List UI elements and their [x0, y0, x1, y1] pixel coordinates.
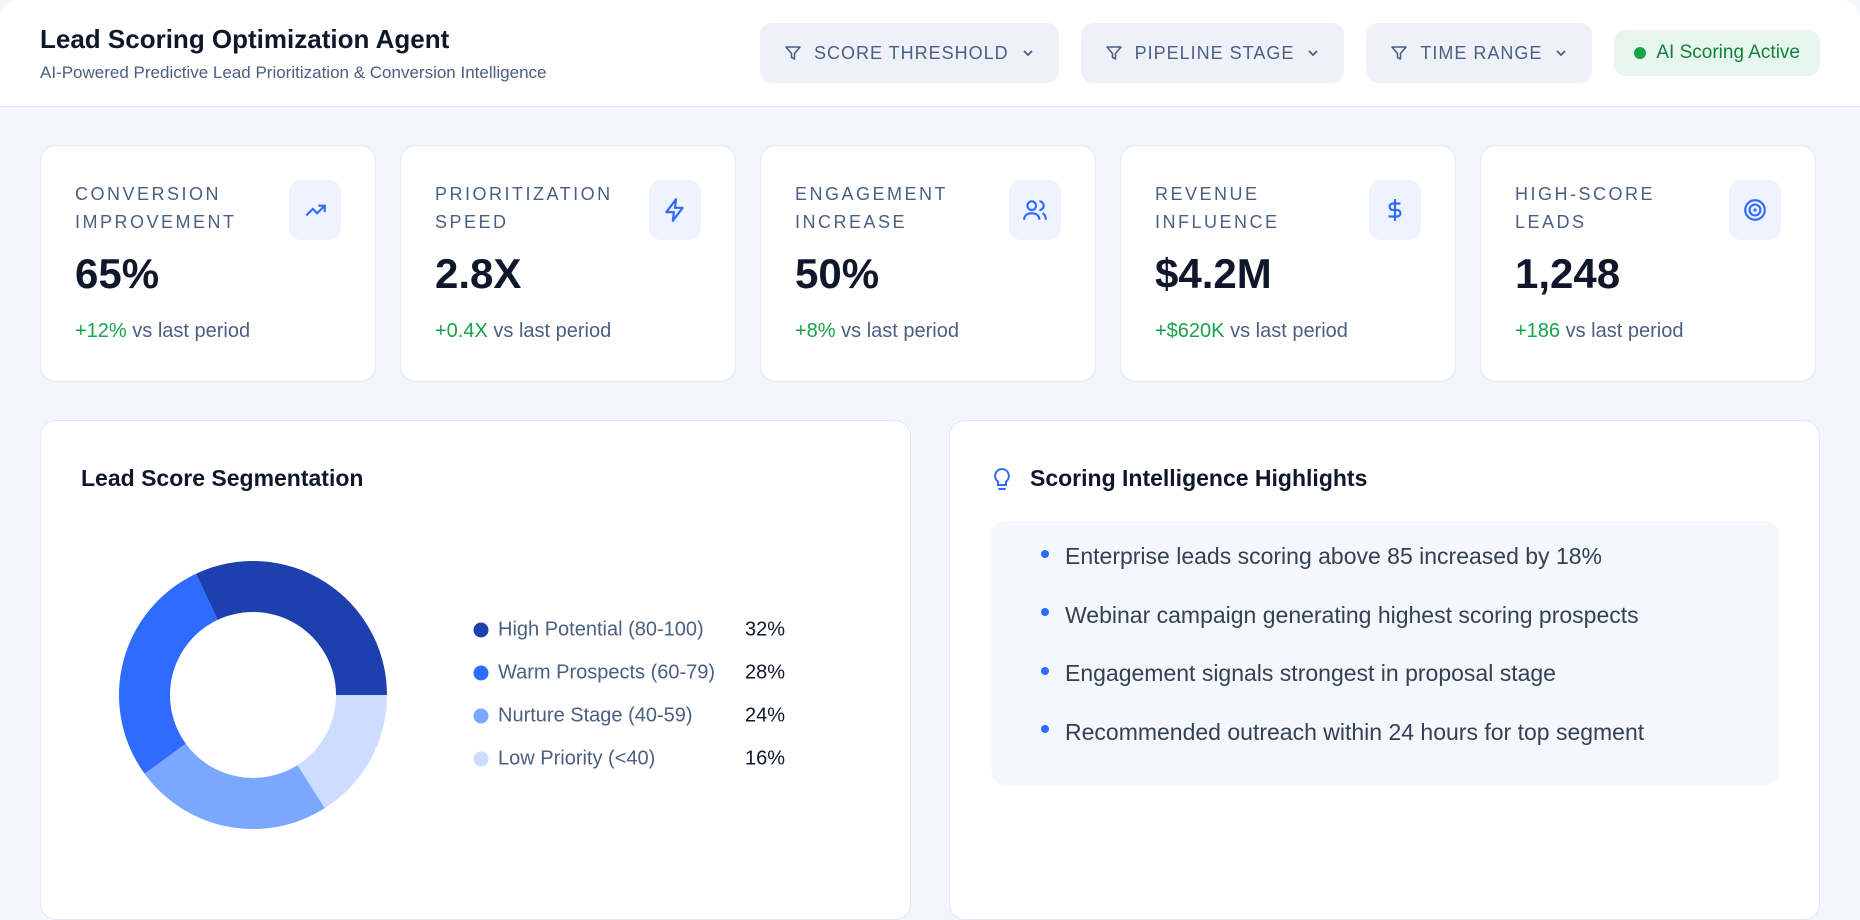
delta-value: +12%: [75, 320, 127, 342]
bullet: [1041, 666, 1049, 675]
kpi-value: 1,248: [1515, 250, 1621, 297]
delta-suffix: vs last period: [1565, 320, 1684, 342]
bullet: [1041, 725, 1049, 733]
filter-label: PIPELINE STAGE: [1134, 42, 1295, 63]
panels: Lead Score Segmentation High Potential (…: [0, 382, 1860, 920]
legend-dot: [473, 665, 489, 681]
status-label: AI Scoring Active: [1656, 42, 1800, 63]
kpi-icon: [649, 180, 701, 240]
kpi-card: REVENUE INFLUENCE $4.2M +$620K vs last per…: [1120, 145, 1456, 382]
donut-segment: [297, 695, 387, 809]
kpi-delta: +$620K vs last period: [1155, 320, 1421, 343]
donut-segment: [119, 573, 218, 774]
kpi-row: CONVERSION IMPROVEMENT 65% +12% vs last pe…: [0, 107, 1860, 382]
chevron: [1556, 50, 1567, 57]
highlight-item: Recommended outreach within 24 hours for…: [1041, 719, 1644, 746]
filter-icon: [785, 46, 801, 60]
kpi-delta: +186 vs last period: [1515, 320, 1781, 343]
kpi-value: 50%: [795, 250, 880, 297]
kpi-value: 65%: [75, 250, 160, 297]
status-badge: AI Scoring Active: [1614, 30, 1820, 76]
bullet: [1041, 549, 1049, 558]
kpi-value: 2.8X: [435, 250, 522, 297]
highlights-box: Enterprise leads scoring above 85 increa…: [991, 521, 1779, 785]
icon: [1388, 199, 1402, 221]
header: Lead Scoring Optimization Agent AI-Power…: [0, 0, 1860, 107]
kpi-delta: +0.4X vs last period: [435, 320, 701, 343]
subtitle: AI-Powered Predictive Lead Prioritizatio…: [40, 62, 547, 82]
legend-value: 32%: [745, 618, 785, 640]
bulb-icon: [994, 467, 1010, 490]
filter-label: TIME RANGE: [1420, 42, 1543, 63]
kpi-icon: [1369, 180, 1421, 240]
legend-value: 24%: [745, 704, 785, 726]
kpi-label: PRIORITIZATION SPEED: [435, 184, 613, 232]
chevron: [1023, 50, 1033, 57]
panel-title: Lead Score Segmentation: [81, 465, 364, 491]
icon: [665, 198, 684, 222]
kpi-card: ENGAGEMENT INCREASE 50% +8% vs last period: [760, 145, 1096, 382]
segmentation-panel: Lead Score Segmentation High Potential (…: [40, 420, 911, 920]
donut-chart: High Potential (80-100) 32% Warm Prospects…: [119, 561, 785, 829]
bullet: [1041, 608, 1049, 616]
legend-value: 16%: [745, 747, 785, 769]
kpi-label: HIGH-SCORE LEADS: [1515, 184, 1656, 232]
delta-value: +$620K: [1155, 320, 1225, 342]
legend-value: 28%: [745, 661, 785, 683]
delta-value: +8%: [795, 320, 836, 342]
kpi-delta: +8% vs last period: [795, 320, 1061, 343]
highlight-item: Webinar campaign generating highest scor…: [1041, 602, 1639, 629]
delta-value: +0.4X: [435, 320, 488, 342]
filter-button[interactable]: PIPELINE STAGE: [1080, 23, 1345, 83]
highlight-text: Webinar campaign generating highest scor…: [1065, 601, 1639, 628]
delta-suffix: vs last period: [1230, 320, 1348, 342]
kpi-label: CONVERSION IMPROVEMENT: [75, 184, 237, 232]
legend-label: High Potential (80-100): [498, 618, 704, 640]
filter-icon: [1105, 46, 1122, 60]
kpi-delta: +12% vs last period: [75, 320, 341, 343]
highlight-item: Enterprise leads scoring above 85 increa…: [1041, 543, 1602, 570]
highlight-text: Enterprise leads scoring above 85 increa…: [1065, 543, 1602, 569]
chevron: [1308, 50, 1318, 57]
icon: [1744, 199, 1766, 221]
highlight-item: Engagement signals strongest in proposal…: [1041, 660, 1556, 687]
kpi-label: REVENUE INFLUENCE: [1155, 184, 1280, 232]
filter-icon: [1391, 46, 1408, 60]
donut-segment: [144, 743, 325, 829]
filter-button[interactable]: TIME RANGE: [1366, 23, 1593, 83]
highlight-text: Engagement signals strongest in proposal…: [1065, 660, 1556, 686]
donut-segment: [195, 561, 387, 695]
icon: [305, 204, 326, 217]
kpi-icon: [1009, 180, 1061, 240]
highlights-panel: Scoring Intelligence Highlights Enterpri…: [949, 420, 1820, 920]
filters: SCORE THRESHOLD PIPELINE STAGE TIME RANGE A…: [759, 23, 1820, 83]
legend-dot: [473, 622, 489, 638]
panel-title: Scoring Intelligence Highlights: [1030, 465, 1368, 491]
kpi-card: CONVERSION IMPROVEMENT 65% +12% vs last pe…: [40, 145, 376, 382]
kpi-icon: [289, 180, 341, 240]
title: Lead Scoring Optimization Agent: [40, 23, 450, 54]
kpi-label: ENGAGEMENT INCREASE: [795, 184, 948, 232]
delta-suffix: vs last period: [841, 320, 959, 342]
legend-dot: [473, 751, 489, 767]
highlight-text: Recommended outreach within 24 hours for…: [1065, 718, 1645, 745]
filter-button[interactable]: SCORE THRESHOLD: [759, 23, 1059, 83]
status-dot: [1634, 47, 1647, 59]
legend-label: Low Priority (<40): [498, 747, 655, 769]
legend-dot: [473, 708, 489, 724]
delta-suffix: vs last period: [493, 320, 612, 342]
icon: [1023, 200, 1047, 220]
legend-label: Warm Prospects (60-79): [498, 661, 715, 683]
legend-label: Nurture Stage (40-59): [498, 704, 693, 726]
kpi-card: PRIORITIZATION SPEED 2.8X +0.4X vs last pe…: [400, 145, 736, 382]
title-block: Lead Scoring Optimization Agent AI-Power…: [40, 24, 546, 83]
kpi-card: HIGH-SCORE LEADS 1,248 +186 vs last period: [1480, 145, 1816, 382]
kpi-value: $4.2M: [1155, 250, 1272, 297]
filter-label: SCORE THRESHOLD: [813, 42, 1009, 63]
delta-suffix: vs last period: [132, 320, 251, 342]
kpi-icon: [1729, 180, 1781, 240]
delta-value: +186: [1515, 320, 1561, 342]
